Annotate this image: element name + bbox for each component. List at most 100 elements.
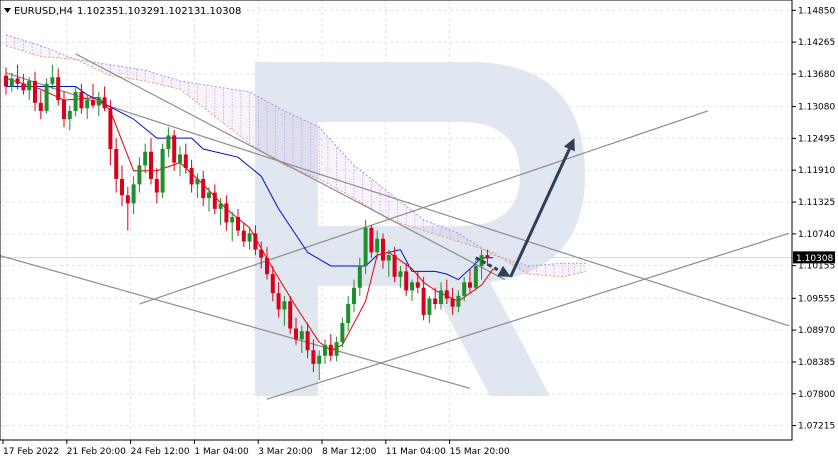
candle xyxy=(27,77,32,101)
candle-body xyxy=(178,154,182,163)
candle xyxy=(201,170,206,207)
channel-line xyxy=(5,72,790,327)
candle xyxy=(102,86,107,111)
candle xyxy=(410,279,414,302)
candle xyxy=(369,225,374,258)
candle xyxy=(195,173,200,198)
price-axis: 1.14850 1.14265 1.13680 1.13080 1.12495 1.119… xyxy=(792,6,835,432)
candle-body xyxy=(398,271,403,277)
candle-body xyxy=(479,255,484,266)
open-value: 1.10235 xyxy=(77,6,118,17)
candle xyxy=(172,129,177,171)
candle-body xyxy=(462,282,467,296)
candle-body xyxy=(439,290,443,305)
candle-body xyxy=(96,97,101,106)
candle xyxy=(154,168,159,204)
cloud-fill xyxy=(6,34,586,277)
candle xyxy=(33,71,37,111)
candle-body xyxy=(218,203,223,209)
candle-body xyxy=(56,77,61,101)
candle-body xyxy=(108,108,113,150)
y-tick-label: 1.12495 xyxy=(798,134,835,144)
candle xyxy=(485,249,490,266)
candle xyxy=(4,67,8,95)
candle-body xyxy=(346,304,351,324)
candle xyxy=(439,282,443,310)
candle-body xyxy=(38,102,43,111)
plot-frame xyxy=(0,0,793,441)
candle xyxy=(450,287,455,315)
candle xyxy=(15,64,20,90)
candle xyxy=(299,325,304,353)
candle xyxy=(143,143,148,174)
candle xyxy=(212,184,217,215)
candle xyxy=(473,260,478,291)
x-tick-label: 8 Mar 12:00 xyxy=(322,447,377,457)
candle xyxy=(108,100,113,166)
close-value: 1.10308 xyxy=(200,6,241,17)
candle-body xyxy=(125,195,130,204)
candle-body xyxy=(265,257,269,275)
chart-header: EURUSD,H4 1.10235 1.10329 1.10213 1.1030… xyxy=(4,6,241,17)
candle-body xyxy=(149,151,153,179)
candle-body xyxy=(328,344,333,356)
candle-body xyxy=(276,293,281,310)
candle-body xyxy=(317,355,322,364)
candle-body xyxy=(410,282,414,291)
candle-body xyxy=(294,328,298,340)
candle-body xyxy=(195,178,200,185)
candle xyxy=(56,68,61,106)
candle-body xyxy=(137,165,142,185)
candle-body xyxy=(415,282,420,288)
candle xyxy=(218,197,223,226)
candle xyxy=(363,219,368,275)
candle-body xyxy=(73,91,78,111)
channel-line xyxy=(139,110,708,305)
y-tick-label: 1.14265 xyxy=(798,38,835,48)
high-value: 1.10329 xyxy=(118,6,159,17)
candle xyxy=(230,211,235,242)
candle-body xyxy=(305,331,310,351)
candle xyxy=(305,323,310,359)
candle-body xyxy=(392,255,397,277)
candle-body xyxy=(183,154,188,169)
candle xyxy=(421,276,426,321)
candle xyxy=(241,222,246,247)
current-price-marker: 1.10308 xyxy=(793,251,835,264)
candle-body xyxy=(288,301,293,329)
candle-body xyxy=(427,298,432,315)
candle xyxy=(433,287,438,310)
candle xyxy=(149,138,153,185)
candle-body xyxy=(311,350,316,364)
candle-body xyxy=(241,230,246,242)
x-tick-label: 15 Mar 20:00 xyxy=(450,447,510,457)
candle-body xyxy=(381,238,385,261)
candle xyxy=(346,295,351,332)
candle xyxy=(415,271,420,294)
candle xyxy=(131,176,136,215)
candle xyxy=(38,90,43,120)
candle xyxy=(166,127,171,158)
y-tick-label: 1.08385 xyxy=(798,358,835,368)
candle-body xyxy=(44,83,49,111)
candle xyxy=(62,91,66,128)
candle-body xyxy=(473,265,478,288)
candle-body xyxy=(27,81,32,91)
candle-body xyxy=(102,97,107,109)
candle xyxy=(96,91,101,117)
channel-line xyxy=(75,53,506,281)
candle-body xyxy=(450,298,455,307)
x-tick-label: 11 Mar 04:00 xyxy=(386,447,446,457)
candle-body xyxy=(67,110,72,120)
candle-body xyxy=(485,255,490,258)
chevron-down-icon[interactable] xyxy=(4,8,11,13)
candle xyxy=(270,265,275,302)
candle xyxy=(259,241,264,269)
candle-body xyxy=(33,81,37,103)
candle xyxy=(311,339,316,373)
candle xyxy=(328,333,333,362)
forecast-arrow-head xyxy=(563,138,575,152)
candle xyxy=(323,339,327,364)
